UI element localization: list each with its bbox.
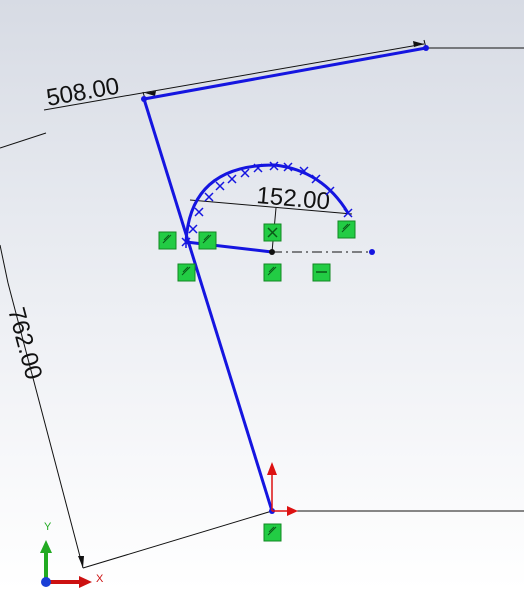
endpoint-top-right[interactable]	[423, 45, 429, 51]
arc-point-marker	[283, 162, 293, 172]
arc-point-marker	[215, 181, 225, 191]
reference-triad: Y X	[40, 521, 104, 588]
arc-center-point[interactable]	[269, 249, 275, 255]
arc-point-marker	[181, 236, 191, 248]
dimension-text-762[interactable]: 762.00	[2, 305, 47, 383]
arc-point-marker	[269, 161, 279, 171]
triad-x-label: X	[96, 573, 104, 585]
arrow-762-bottom	[78, 556, 84, 568]
extension-line-762	[82, 510, 273, 569]
relation-coincident-1[interactable]	[158, 231, 177, 250]
dimension-line-508	[43, 43, 425, 111]
relation-horizontal[interactable]	[312, 263, 331, 282]
arc-point-marker	[343, 208, 353, 218]
arc-points	[181, 161, 353, 248]
triad-y-arrow-icon	[40, 540, 52, 553]
triad-y-label: Y	[44, 521, 52, 533]
arrow-508-left	[145, 91, 156, 96]
arc-point-marker	[188, 224, 198, 234]
arc-point-marker	[194, 207, 204, 217]
arc-point-marker	[204, 192, 214, 202]
dimension-text-152[interactable]: 152.00	[255, 182, 330, 215]
arc-point-marker	[311, 174, 321, 184]
arrow-508-right	[413, 41, 424, 47]
relation-coincident-4[interactable]	[263, 223, 282, 242]
relation-coincident-3[interactable]	[177, 263, 196, 282]
triad-x-arrow-icon	[79, 576, 92, 588]
endpoint-centerline[interactable]	[369, 249, 375, 255]
triad-z-icon	[41, 577, 51, 587]
relation-coincident-6[interactable]	[337, 220, 356, 239]
dimension-508[interactable]: 508.00	[43, 39, 427, 112]
sketch-origin-arrows	[267, 462, 298, 516]
relation-coincident-7[interactable]	[263, 523, 282, 542]
sketch-line-top[interactable]	[143, 46, 427, 101]
reference-edge-left-upper[interactable]	[0, 132, 47, 149]
dimension-text-508[interactable]: 508.00	[44, 73, 121, 112]
dimension-line-152	[189, 199, 353, 215]
endpoint-top-left[interactable]	[141, 96, 147, 102]
relation-coincident-2[interactable]	[198, 231, 217, 250]
sketch-line-diagonal[interactable]	[142, 98, 274, 512]
arc-point-marker	[227, 174, 237, 184]
dimension-152[interactable]: 152.00	[189, 182, 353, 253]
arc-point-marker	[325, 186, 335, 196]
relation-coincident-5[interactable]	[263, 263, 282, 282]
reference-edge-left-lower[interactable]	[0, 244, 9, 284]
arc-point-marker	[253, 163, 263, 173]
arc-point-marker	[299, 166, 309, 176]
dimension-line-762	[7, 282, 84, 569]
arc-point-marker	[240, 168, 250, 178]
dimension-762[interactable]: 762.00	[2, 282, 273, 569]
